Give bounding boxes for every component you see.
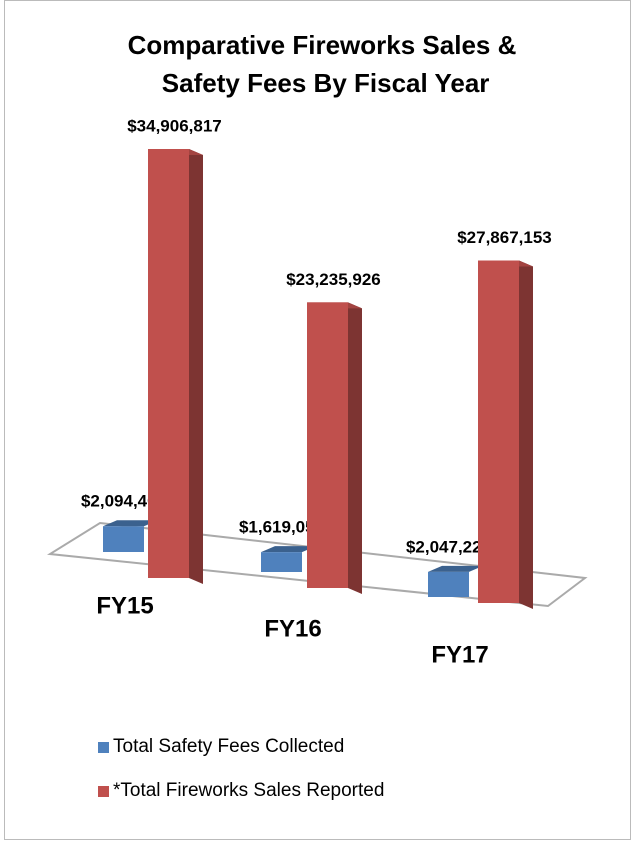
bar-face [148,149,189,578]
x-tick-label: FY16 [264,615,321,642]
bar [307,302,362,594]
x-tick-label: FY15 [96,592,153,619]
data-label: $27,867,153 [457,228,552,247]
data-label: $34,906,817 [127,116,222,135]
data-label: $2,047,225 [406,537,491,556]
x-tick-label: FY17 [431,641,488,668]
bar [261,546,316,572]
bar-face [261,552,302,572]
data-label: $2,094,409 [81,492,166,511]
bar-face [261,546,316,553]
legend-label: *Total Fireworks Sales Reported [113,780,384,801]
bar-face [519,260,533,609]
bar-face [307,302,348,588]
legend-swatch [98,786,109,797]
bar-face [348,302,362,594]
chart-title: Comparative Fireworks Sales & Safety Fee… [128,30,517,98]
legend-label: Total Safety Fees Collected [113,736,344,757]
bar-face [478,260,519,603]
legend-swatch [98,742,109,753]
bar [428,565,483,597]
bar-face [103,520,158,527]
bar-face [428,571,469,597]
data-label: $1,619,054 [239,518,325,537]
bar [148,149,203,584]
bar-face [103,526,144,552]
data-label: $23,235,926 [286,270,381,289]
bar [478,260,533,609]
bar-face [428,565,483,572]
bar [103,520,158,552]
bar-face [189,149,203,584]
